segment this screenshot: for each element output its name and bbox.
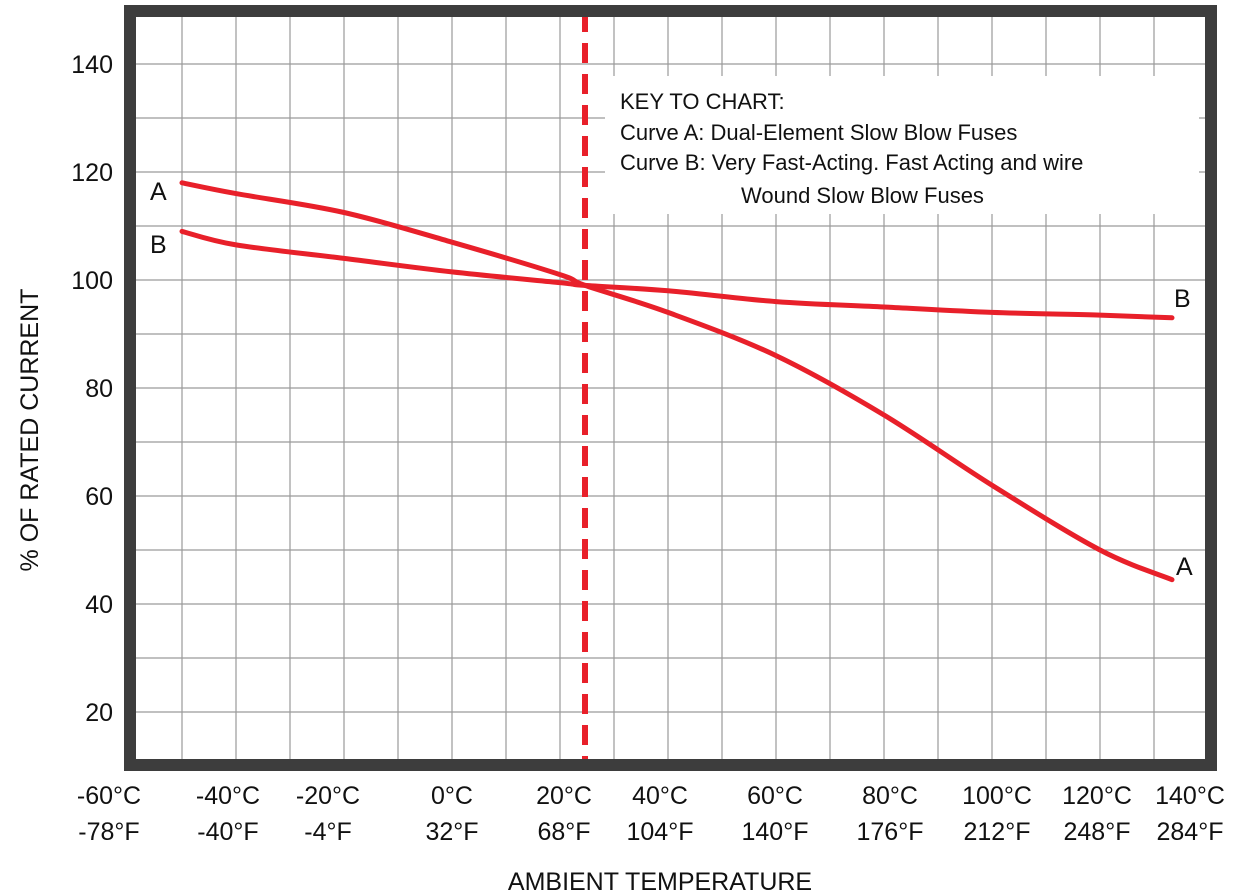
y-tick-label: 140 — [71, 51, 113, 79]
y-tick-label: 120 — [71, 159, 113, 187]
x-tick-label-celsius: -60°C — [77, 782, 141, 810]
x-tick-label-celsius: 40°C — [632, 782, 688, 810]
x-tick-label-fahrenheit: 284°F — [1157, 818, 1224, 846]
x-tick-label-celsius: 100°C — [962, 782, 1032, 810]
y-tick-label: 40 — [85, 591, 113, 619]
x-tick-label-fahrenheit: -40°F — [197, 818, 258, 846]
x-tick-label-celsius: 60°C — [747, 782, 803, 810]
curve-a-label-left: A — [150, 178, 167, 206]
series-a-line — [179, 180, 1175, 583]
y-tick-label: 100 — [71, 267, 113, 295]
key-background — [605, 76, 1199, 214]
x-axis-ticks: -60°C -78°F -40°C -40°F -20°C -4°F 0°C 32°F 20°C… — [77, 782, 1225, 846]
x-tick-label-celsius: 120°C — [1062, 782, 1132, 810]
x-tick-label-celsius: 0°C — [431, 782, 473, 810]
x-tick-label-fahrenheit: 176°F — [857, 818, 924, 846]
chart-key: KEY TO CHART: Curve A: Dual-Element Slow… — [605, 76, 1199, 214]
x-tick-label-celsius: 20°C — [536, 782, 592, 810]
curve-b-label-left: B — [150, 231, 167, 259]
x-tick-label-fahrenheit: 248°F — [1064, 818, 1131, 846]
x-tick-label-fahrenheit: 212°F — [964, 818, 1031, 846]
y-axis-ticks: 20 40 60 80 100 120 140 — [71, 51, 113, 727]
y-tick-label: 60 — [85, 483, 113, 511]
key-curve-b-line1: Curve B: Very Fast-Acting. Fast Acting a… — [620, 150, 1083, 175]
curve-b-label-right: B — [1174, 285, 1191, 313]
curves — [179, 180, 1175, 583]
plot-frame — [124, 5, 1217, 771]
key-curve-b-line2: Wound Slow Blow Fuses — [741, 183, 984, 208]
x-tick-label-celsius: 140°C — [1155, 782, 1225, 810]
x-axis-title: AMBIENT TEMPERATURE — [508, 868, 812, 894]
x-tick-label-fahrenheit: 104°F — [627, 818, 694, 846]
x-tick-label-fahrenheit: 68°F — [537, 818, 590, 846]
series-b-line — [179, 228, 1175, 321]
x-tick-label-celsius: -40°C — [196, 782, 260, 810]
key-heading: KEY TO CHART: — [620, 89, 785, 114]
y-tick-label: 20 — [85, 699, 113, 727]
x-tick-label-fahrenheit: -78°F — [78, 818, 139, 846]
y-tick-label: 80 — [85, 375, 113, 403]
x-tick-label-fahrenheit: 32°F — [425, 818, 478, 846]
y-axis-title: % OF RATED CURRENT — [16, 289, 44, 572]
key-curve-a: Curve A: Dual-Element Slow Blow Fuses — [620, 120, 1017, 145]
x-tick-label-fahrenheit: 140°F — [742, 818, 809, 846]
x-tick-label-fahrenheit: -4°F — [304, 818, 352, 846]
curve-a-label-right: A — [1176, 553, 1193, 581]
x-tick-label-celsius: -20°C — [296, 782, 360, 810]
x-tick-label-celsius: 80°C — [862, 782, 918, 810]
